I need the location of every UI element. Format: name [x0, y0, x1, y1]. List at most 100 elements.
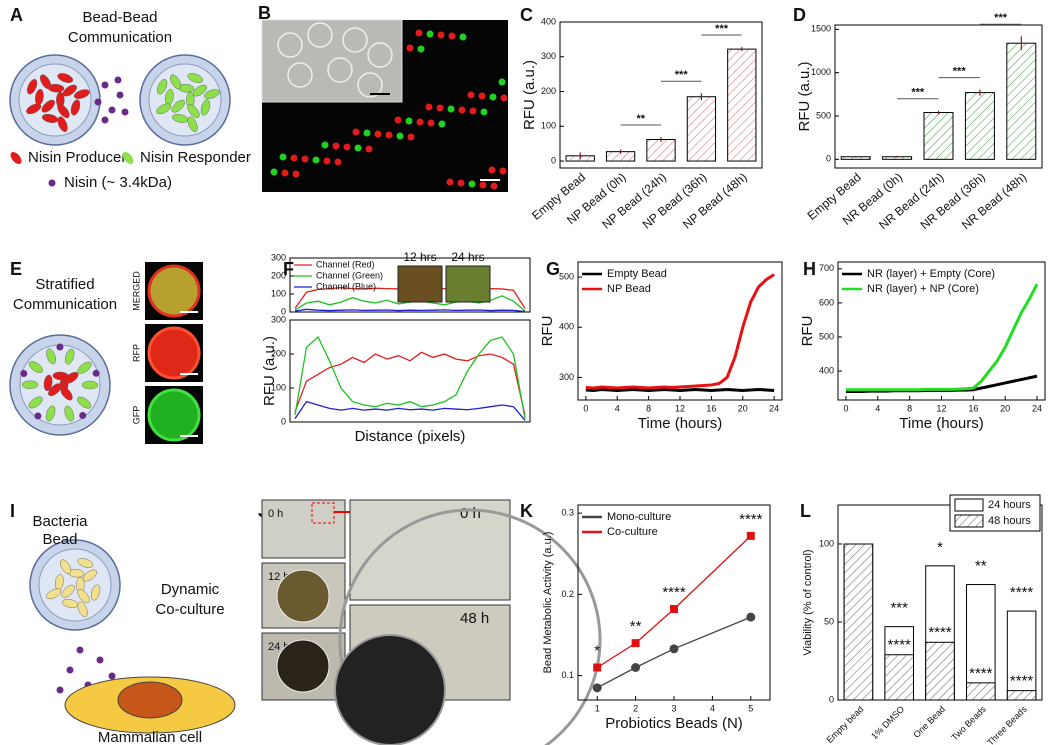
nisin [20, 369, 28, 377]
nisin [79, 411, 87, 419]
cell [48, 383, 62, 397]
nucleus [117, 681, 183, 719]
cell [41, 99, 55, 113]
image-label: 0 h [460, 505, 481, 522]
series-line [596, 616, 752, 689]
cell [192, 84, 207, 97]
label: Bead [42, 531, 77, 548]
label: L [800, 501, 811, 521]
significance: ** [637, 113, 646, 125]
y-tick-label: 200 [271, 270, 286, 280]
bead-spot [467, 91, 475, 99]
label: F [283, 259, 294, 279]
nisin [116, 91, 124, 99]
y-tick-label: 0 [826, 154, 831, 164]
y-axis-label: RFU [539, 316, 556, 347]
bead-spot [448, 32, 456, 40]
x-tick-label: 4 [875, 403, 880, 413]
significance: *** [890, 600, 908, 617]
bead-spot [394, 116, 402, 124]
y-tick-label: 0 [551, 155, 556, 165]
marker [592, 683, 602, 693]
y-tick-label: 500 [816, 110, 831, 120]
label: G [546, 259, 560, 279]
x-tick-label: 3 [671, 703, 676, 713]
y-tick-label: 700 [819, 263, 834, 273]
y-tick-label: 300 [559, 372, 574, 382]
bead-edge [338, 508, 602, 745]
x-tick-label: 24 [1032, 403, 1042, 413]
inset-bead [327, 57, 353, 83]
cell [59, 559, 72, 575]
bead-spot [374, 130, 382, 138]
marker [746, 531, 755, 540]
cell [57, 73, 74, 83]
cell [73, 89, 90, 99]
inset-bead [367, 42, 393, 68]
nisin [56, 343, 64, 351]
bead [276, 639, 330, 693]
bead-spot [459, 33, 467, 41]
cell [57, 116, 68, 132]
cell [77, 589, 90, 604]
bar [727, 48, 757, 162]
bead-spot [446, 178, 454, 186]
nisin [66, 666, 74, 674]
significance: **** [928, 624, 952, 641]
legend-label: Mono-culture [607, 511, 671, 523]
y-tick-label: 300 [271, 252, 286, 262]
y-axis-label: RFU (a.u.) [521, 60, 538, 130]
y-tick-label: 0 [829, 694, 834, 704]
nisin [48, 179, 56, 187]
cell [26, 103, 42, 115]
nisin [76, 646, 84, 654]
inset-bead [277, 32, 303, 58]
bead-spot [437, 31, 445, 39]
y-axis-label: Viability (% of control) [802, 549, 814, 655]
inset-bead [287, 62, 313, 88]
cell [64, 405, 74, 422]
bead-spot [478, 92, 486, 100]
fluorescence-bead [147, 388, 201, 442]
cell [46, 588, 62, 600]
image-label: 48 h [460, 610, 489, 627]
legend-label: NR (layer) + Empty (Core) [867, 268, 995, 280]
y-tick-label: 300 [541, 51, 556, 61]
nisin [101, 81, 109, 89]
plot-frame [289, 257, 531, 313]
inset-bead [307, 22, 333, 48]
legend-label: Channel (Blue) [316, 281, 376, 291]
label: Bead-Bead [82, 9, 157, 26]
bar [686, 96, 717, 162]
significance: **** [969, 665, 993, 682]
significance: *** [675, 69, 689, 81]
series-line [596, 535, 752, 669]
x-tick-label: One Bead [911, 704, 947, 740]
legend-swatch [954, 498, 984, 512]
label: I [10, 501, 15, 521]
cell [171, 99, 185, 113]
bead-spot [447, 105, 455, 113]
x-tick-label: 20 [1000, 403, 1010, 413]
x-tick-label: 4 [615, 403, 620, 413]
marker [669, 644, 679, 654]
y-tick-label: 200 [541, 86, 556, 96]
x-tick-label: 1 [595, 703, 600, 713]
series-line [294, 335, 526, 419]
y-tick-label: 300 [271, 314, 286, 324]
bead-spot [321, 141, 329, 149]
legend-label: NR (layer) + NP (Core) [867, 283, 979, 295]
label: Mammalian cell [98, 729, 202, 745]
label: A [10, 5, 23, 25]
bead-spot [406, 44, 414, 52]
y-tick-label: 500 [559, 271, 574, 281]
bead-spot [292, 170, 300, 178]
legend-label: Channel (Red) [316, 259, 375, 269]
nisin [101, 116, 109, 124]
label: C [520, 5, 533, 25]
label: Dynamic [161, 581, 220, 598]
bead-spot [270, 168, 278, 176]
x-tick-label: 1% DMSO [869, 704, 906, 741]
cell [200, 99, 211, 116]
bead-spot [343, 143, 351, 151]
